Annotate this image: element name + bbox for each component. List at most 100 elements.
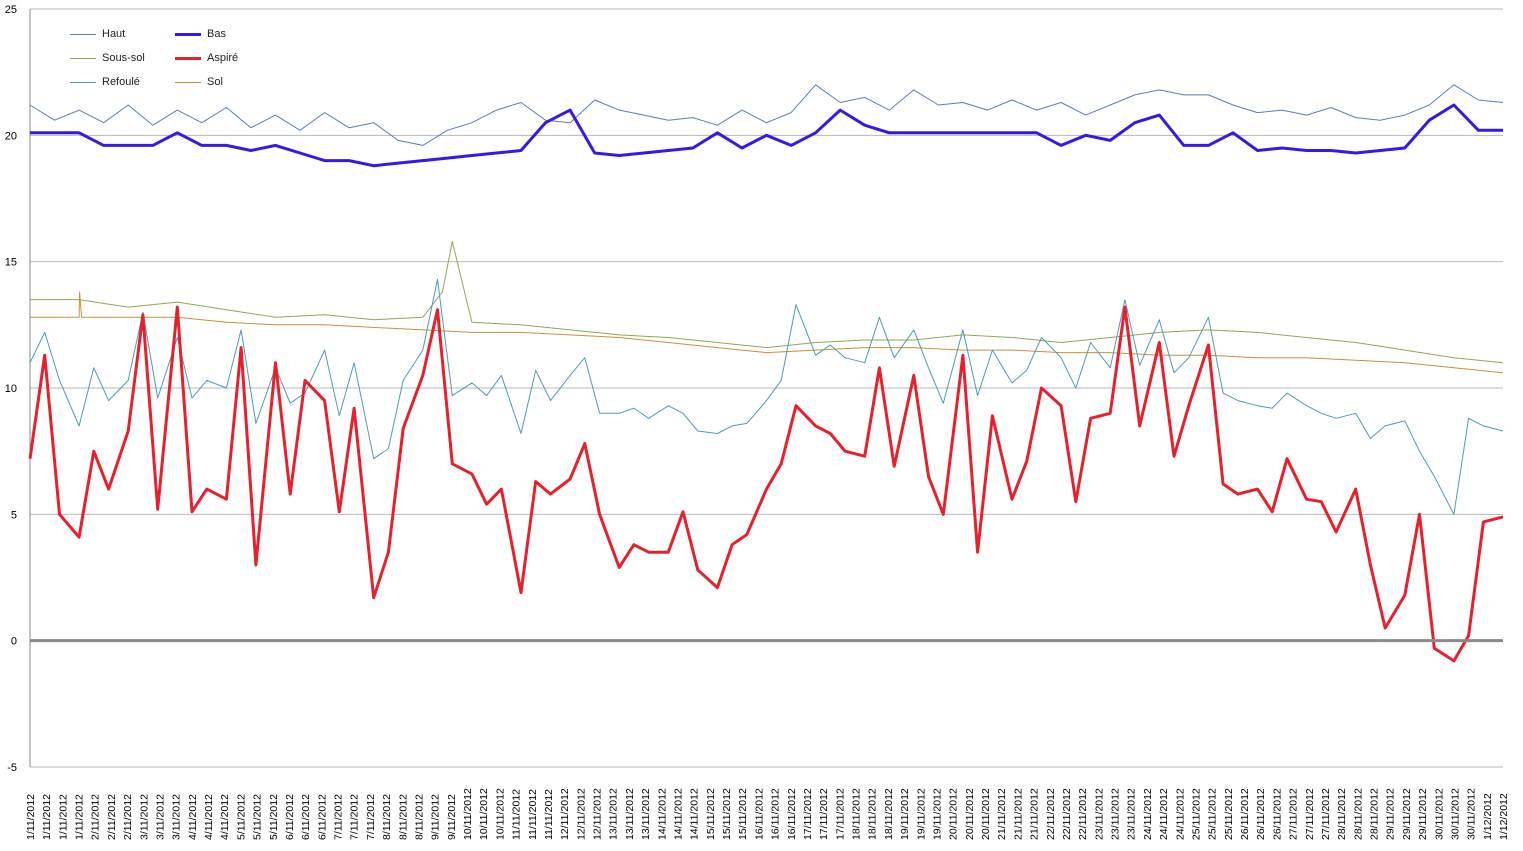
x-tick-label: 1/12/2012 bbox=[1498, 793, 1510, 840]
x-tick-label: 4/11/2012 bbox=[219, 794, 231, 840]
legend-item-aspire: Aspiré bbox=[175, 52, 238, 64]
x-tick-label: 10/11/2012 bbox=[462, 788, 474, 840]
x-tick-label: 27/11/2012 bbox=[1304, 788, 1316, 840]
x-tick-label: 11/11/2012 bbox=[511, 789, 523, 840]
x-tick-label: 9/11/2012 bbox=[446, 794, 458, 840]
x-tick-label: 24/11/2012 bbox=[1142, 788, 1154, 840]
x-tick-label: 23/11/2012 bbox=[1110, 788, 1122, 840]
x-tick-label: 13/11/2012 bbox=[624, 788, 636, 840]
legend-item-sous-sol: Sous-sol bbox=[70, 52, 145, 64]
x-tick-label: 23/11/2012 bbox=[1093, 788, 1105, 840]
x-tick-label: 7/11/2012 bbox=[365, 794, 377, 840]
legend-label-sol: Sol bbox=[207, 76, 223, 88]
x-tick-label: 17/11/2012 bbox=[818, 788, 830, 840]
x-tick-label: 3/11/2012 bbox=[138, 794, 150, 840]
series-lines bbox=[28, 84, 1504, 663]
x-tick-label: 5/11/2012 bbox=[235, 794, 247, 840]
x-tick-label: 5/11/2012 bbox=[252, 794, 264, 840]
x-tick-label: 22/11/2012 bbox=[1061, 788, 1073, 840]
x-tick-label: 25/11/2012 bbox=[1207, 788, 1219, 840]
y-tick-label: 15 bbox=[5, 257, 17, 269]
x-tick-label: 29/11/2012 bbox=[1417, 788, 1429, 840]
x-tick-label: 2/11/2012 bbox=[106, 794, 118, 840]
legend-label-sous-sol: Sous-sol bbox=[102, 52, 145, 64]
legend-swatch-refoule bbox=[70, 81, 96, 83]
x-tick-label: 15/11/2012 bbox=[737, 788, 749, 840]
x-tick-label: 16/11/2012 bbox=[786, 788, 798, 840]
x-tick-label: 24/11/2012 bbox=[1174, 788, 1186, 840]
legend-item-bas: Bas bbox=[175, 28, 226, 40]
series-line-haut bbox=[29, 84, 1504, 146]
x-tick-label: 1/11/2012 bbox=[74, 794, 86, 840]
x-tick-label: 19/11/2012 bbox=[932, 788, 944, 840]
x-tick-label: 1/11/2012 bbox=[25, 794, 37, 840]
x-tick-label: 28/11/2012 bbox=[1352, 788, 1364, 840]
x-tick-label: 13/11/2012 bbox=[640, 788, 652, 840]
x-tick-label: 2/11/2012 bbox=[90, 794, 102, 840]
legend-label-aspire: Aspiré bbox=[207, 52, 239, 64]
x-tick-label: 11/11/2012 bbox=[543, 789, 555, 840]
y-axis: -5 0 5 10 15 20 25 bbox=[5, 4, 31, 774]
x-tick-label: 20/11/2012 bbox=[980, 788, 992, 840]
legend: Haut Bas Sous-sol Aspiré Refoulé Sol bbox=[70, 28, 290, 98]
series-line-sol bbox=[30, 291, 1504, 374]
x-tick-label: 6/11/2012 bbox=[300, 794, 312, 840]
x-tick-label: 19/11/2012 bbox=[899, 788, 911, 840]
x-tick-label: 12/11/2012 bbox=[559, 788, 571, 840]
x-tick-label: 8/11/2012 bbox=[397, 794, 409, 840]
x-tick-label: 4/11/2012 bbox=[187, 794, 199, 840]
x-tick-label: 29/11/2012 bbox=[1401, 788, 1413, 840]
x-tick-label: 28/11/2012 bbox=[1369, 788, 1381, 840]
x-tick-label: 3/11/2012 bbox=[171, 794, 183, 840]
x-tick-label: 25/11/2012 bbox=[1223, 788, 1235, 840]
x-tick-label: 12/11/2012 bbox=[575, 788, 587, 840]
x-tick-label: 11/11/2012 bbox=[527, 789, 539, 840]
legend-item-sol: Sol bbox=[175, 76, 223, 88]
x-tick-label: 6/11/2012 bbox=[284, 794, 296, 840]
legend-swatch-aspire bbox=[175, 56, 201, 60]
x-tick-label: 20/11/2012 bbox=[964, 788, 976, 840]
legend-swatch-sous-sol bbox=[70, 57, 96, 59]
x-tick-label: 26/11/2012 bbox=[1239, 788, 1251, 840]
x-tick-label: 1/11/2012 bbox=[41, 794, 53, 840]
x-tick-label: 15/11/2012 bbox=[705, 788, 717, 840]
legend-swatch-sol bbox=[175, 81, 201, 83]
x-axis: 1/11/2012 1/11/2012 1/11/2012 1/11/2012 2/11… bbox=[25, 788, 1510, 840]
x-tick-label: 14/11/2012 bbox=[656, 788, 668, 840]
x-tick-label: 22/11/2012 bbox=[1045, 788, 1057, 840]
series-line-sous-sol bbox=[30, 241, 1504, 364]
x-tick-label: 21/11/2012 bbox=[1029, 788, 1041, 840]
x-tick-label: 20/11/2012 bbox=[948, 788, 960, 840]
x-tick-label: 8/11/2012 bbox=[414, 794, 426, 840]
x-tick-label: 5/11/2012 bbox=[268, 794, 280, 840]
x-tick-label: 16/11/2012 bbox=[753, 788, 765, 840]
x-tick-label: 14/11/2012 bbox=[673, 788, 685, 840]
x-tick-label: 8/11/2012 bbox=[381, 794, 393, 840]
x-tick-label: 6/11/2012 bbox=[316, 794, 328, 840]
y-tick-label: -5 bbox=[7, 762, 17, 774]
x-tick-label: 18/11/2012 bbox=[883, 788, 895, 840]
x-tick-label: 24/11/2012 bbox=[1158, 788, 1170, 840]
y-tick-label: 10 bbox=[5, 383, 17, 395]
x-tick-label: 27/11/2012 bbox=[1320, 788, 1332, 840]
x-tick-label: 29/11/2012 bbox=[1385, 788, 1397, 840]
x-tick-label: 17/11/2012 bbox=[834, 788, 846, 840]
x-tick-label: 23/11/2012 bbox=[1126, 788, 1138, 840]
x-tick-label: 30/11/2012 bbox=[1433, 788, 1445, 840]
series-line-bas bbox=[30, 103, 1503, 168]
x-tick-label: 7/11/2012 bbox=[333, 794, 345, 840]
x-tick-label: 18/11/2012 bbox=[851, 788, 863, 840]
x-tick-label: 14/11/2012 bbox=[689, 788, 701, 840]
x-tick-label: 10/11/2012 bbox=[494, 788, 506, 840]
legend-swatch-haut bbox=[70, 33, 96, 35]
x-tick-label: 15/11/2012 bbox=[721, 788, 733, 840]
x-tick-label: 3/11/2012 bbox=[155, 794, 167, 840]
x-tick-label: 22/11/2012 bbox=[1077, 788, 1089, 840]
legend-label-refoule: Refoulé bbox=[102, 76, 140, 88]
legend-item-haut: Haut bbox=[70, 28, 125, 40]
x-tick-label: 9/11/2012 bbox=[430, 794, 442, 840]
x-tick-label: 28/11/2012 bbox=[1336, 788, 1348, 840]
x-tick-label: 27/11/2012 bbox=[1288, 788, 1300, 840]
x-tick-label: 18/11/2012 bbox=[867, 788, 879, 840]
